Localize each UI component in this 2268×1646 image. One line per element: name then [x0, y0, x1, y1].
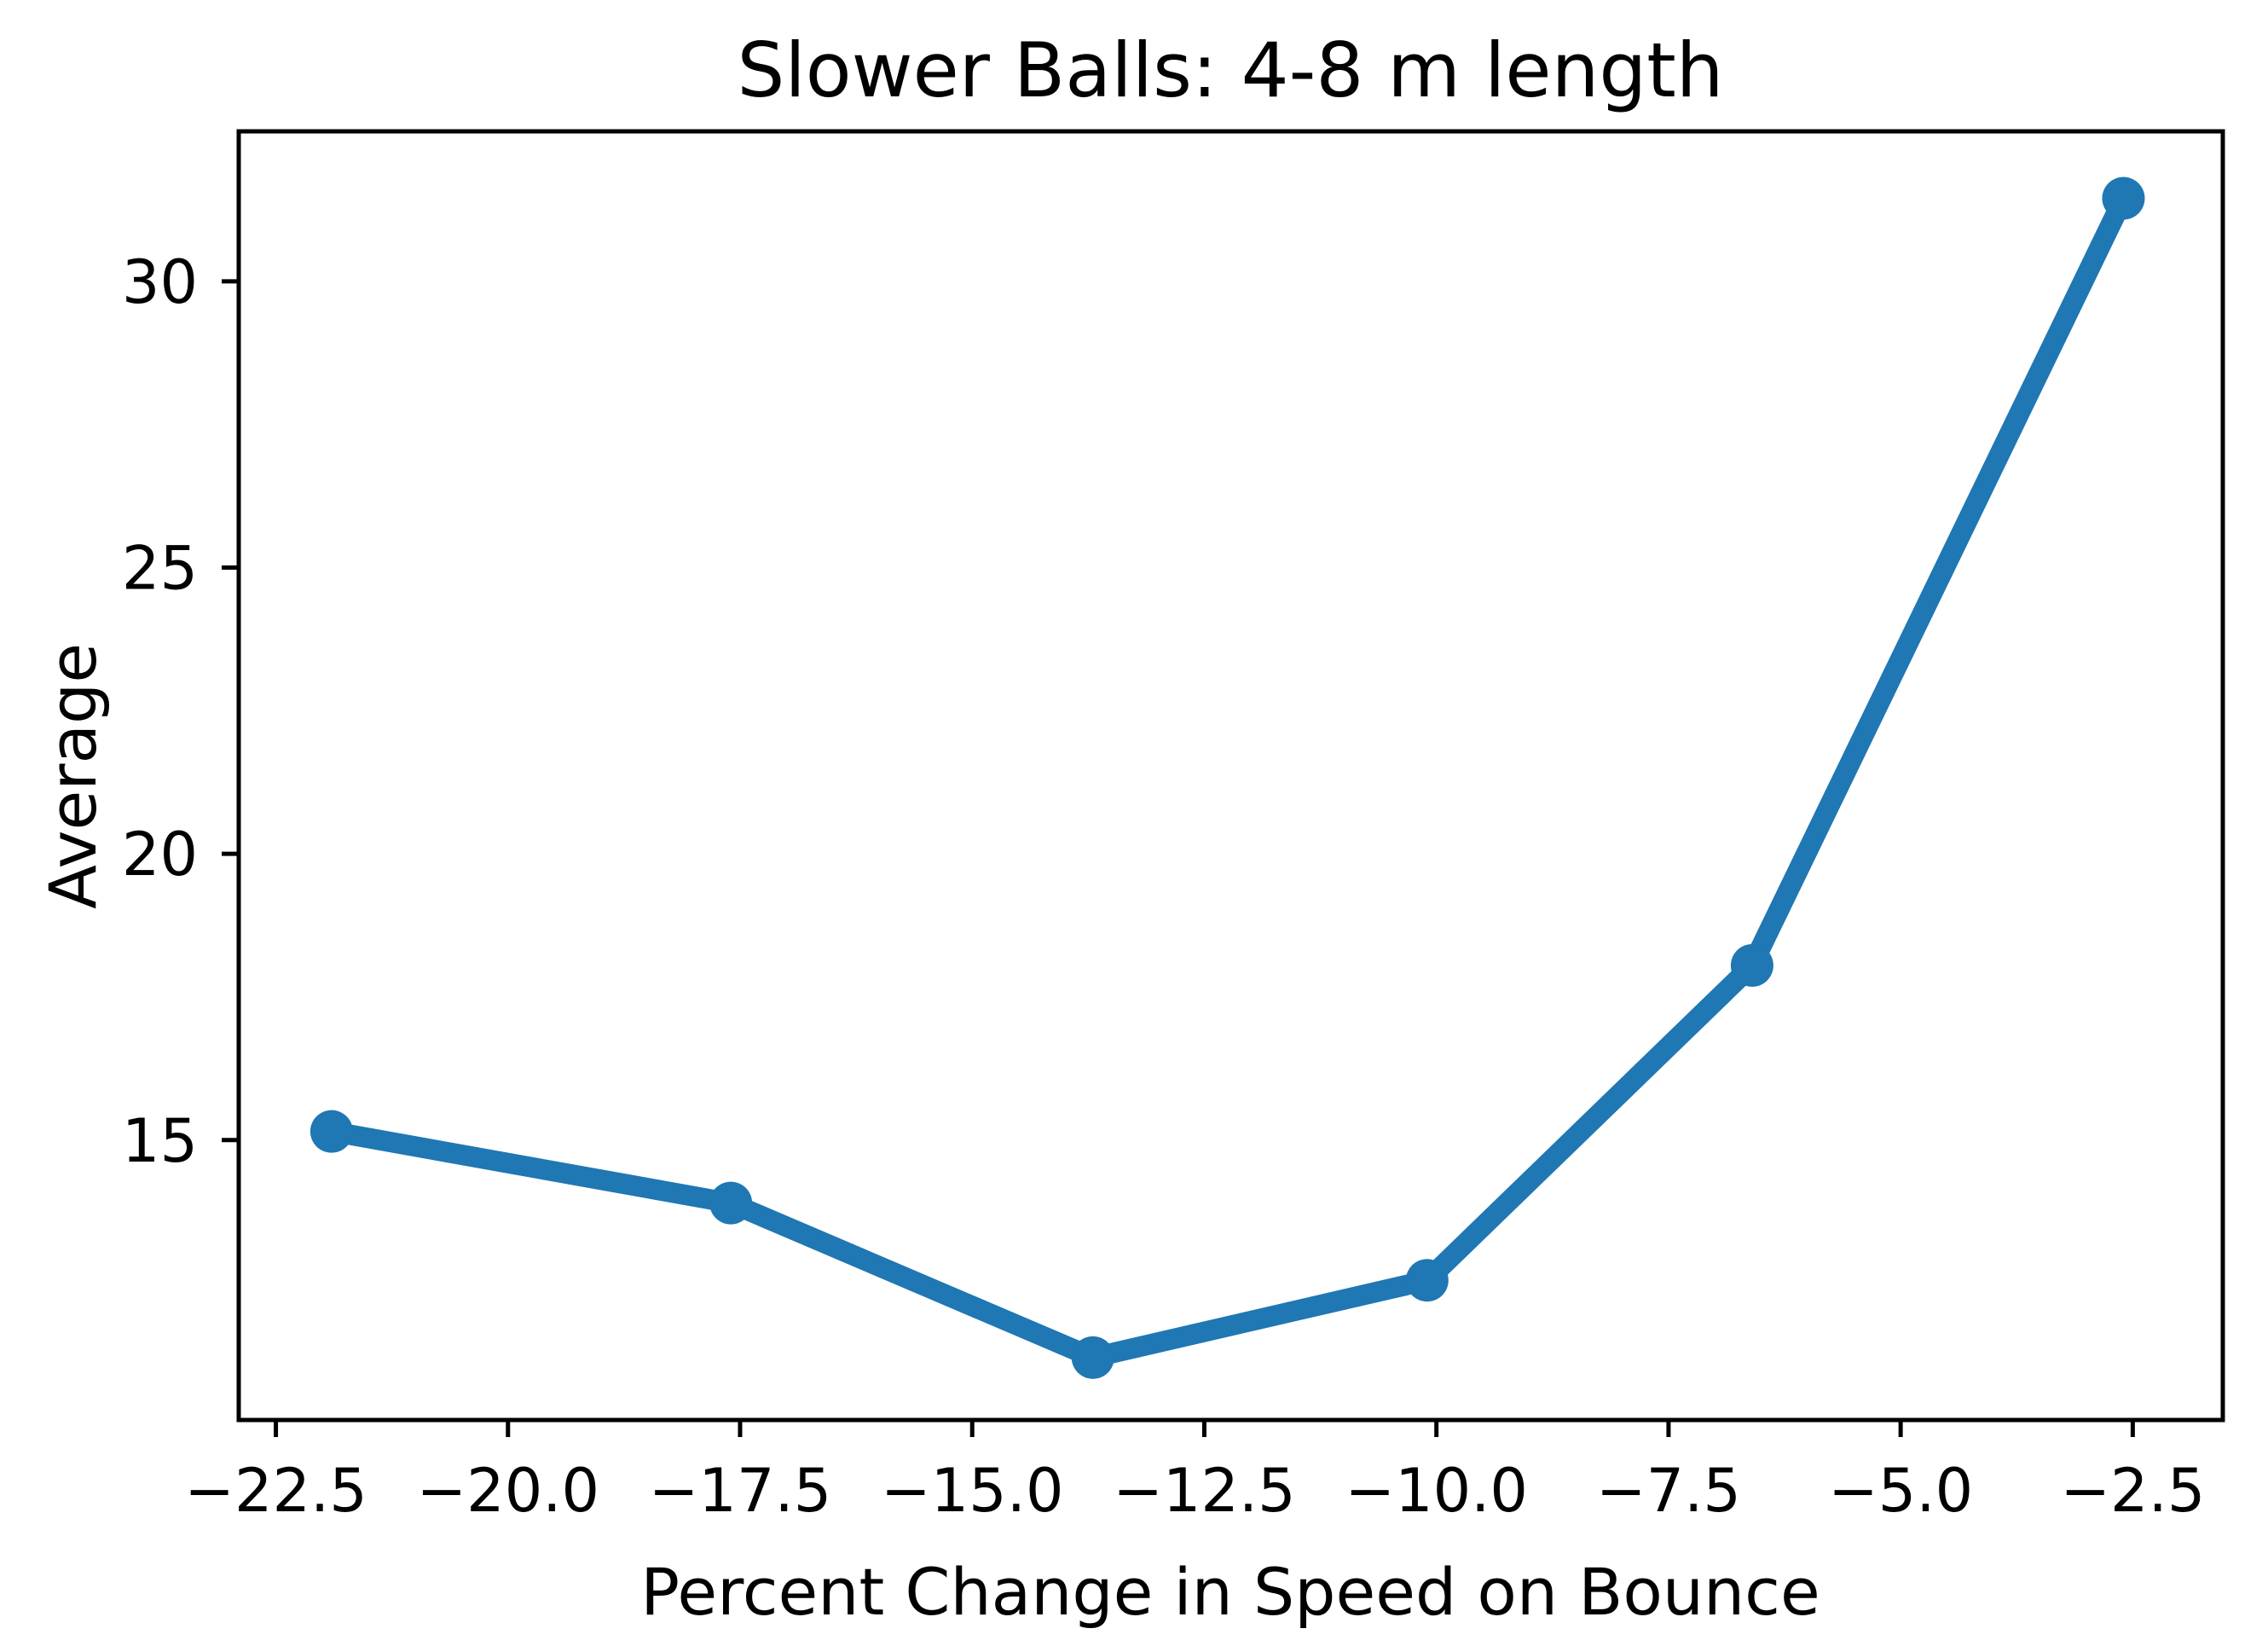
- x-tick-label: −10.0: [1345, 1456, 1528, 1526]
- x-tick-label: −12.5: [1113, 1456, 1296, 1526]
- chart-title: Slower Balls: 4-8 m length: [738, 26, 1724, 114]
- data-point-marker: [2102, 177, 2145, 220]
- data-point-marker: [1730, 944, 1773, 988]
- x-tick-label: −17.5: [649, 1456, 832, 1526]
- y-axis-label: Average: [35, 643, 111, 909]
- x-tick-label: −5.0: [1828, 1456, 1973, 1526]
- x-tick-label: −22.5: [184, 1456, 367, 1526]
- x-tick-label: −20.0: [417, 1456, 600, 1526]
- x-tick-label: −15.0: [881, 1456, 1064, 1526]
- x-axis-label: Percent Change in Speed on Bounce: [640, 1554, 1820, 1630]
- axis-ticks-layer: −22.5 −20.0 −17.5 −15.0 −12.5 −10.0 −7.5 −5.0 −2…: [122, 247, 2205, 1526]
- y-tick-label: 30: [122, 247, 198, 317]
- data-point-marker: [310, 1110, 353, 1153]
- data-point-marker: [1405, 1259, 1449, 1302]
- data-point-marker: [1071, 1336, 1114, 1379]
- data-series-layer: [310, 177, 2145, 1379]
- y-tick-label: 25: [122, 533, 198, 603]
- y-tick-label: 20: [122, 820, 198, 890]
- data-point-marker: [709, 1181, 753, 1225]
- series-line: [321, 188, 2134, 1368]
- plot-frame: [236, 129, 2225, 1423]
- x-tick-label: −7.5: [1596, 1456, 1741, 1526]
- x-tick-label: −2.5: [2060, 1456, 2205, 1526]
- y-tick-label: 15: [122, 1106, 198, 1176]
